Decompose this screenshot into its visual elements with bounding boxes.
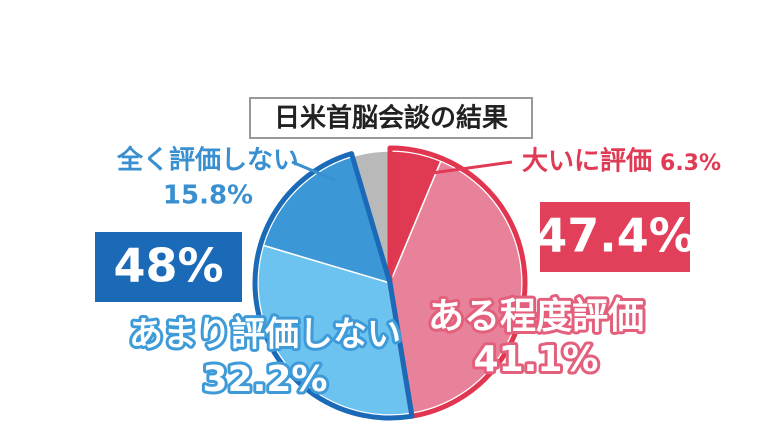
pie-slice — [257, 244, 413, 416]
leader-line — [431, 160, 513, 175]
total-label: 48% — [113, 239, 223, 293]
chart-title: 日米首脳会談の結果 — [274, 103, 508, 134]
category-label: 全く評価しない — [116, 145, 299, 176]
value-label: 41.1% — [474, 339, 599, 380]
leader-line — [291, 160, 336, 182]
value-label: 15.8% — [163, 181, 253, 211]
total-label: 47.4% — [535, 209, 695, 263]
group-outline — [387, 145, 528, 419]
pie — [252, 145, 528, 421]
title-box — [249, 97, 533, 139]
group-outline — [252, 151, 415, 421]
pie-slice — [389, 160, 523, 415]
total-box — [540, 202, 690, 272]
category-label: ある程度評価 — [428, 296, 644, 337]
category-label: あまり評価しない — [129, 315, 401, 355]
value-label: 6.3% — [660, 151, 721, 176]
total-box — [95, 232, 242, 302]
value-label: 32.2% — [203, 359, 328, 400]
category-label: 大いに評価 — [522, 146, 652, 177]
pie-slice — [262, 155, 392, 285]
